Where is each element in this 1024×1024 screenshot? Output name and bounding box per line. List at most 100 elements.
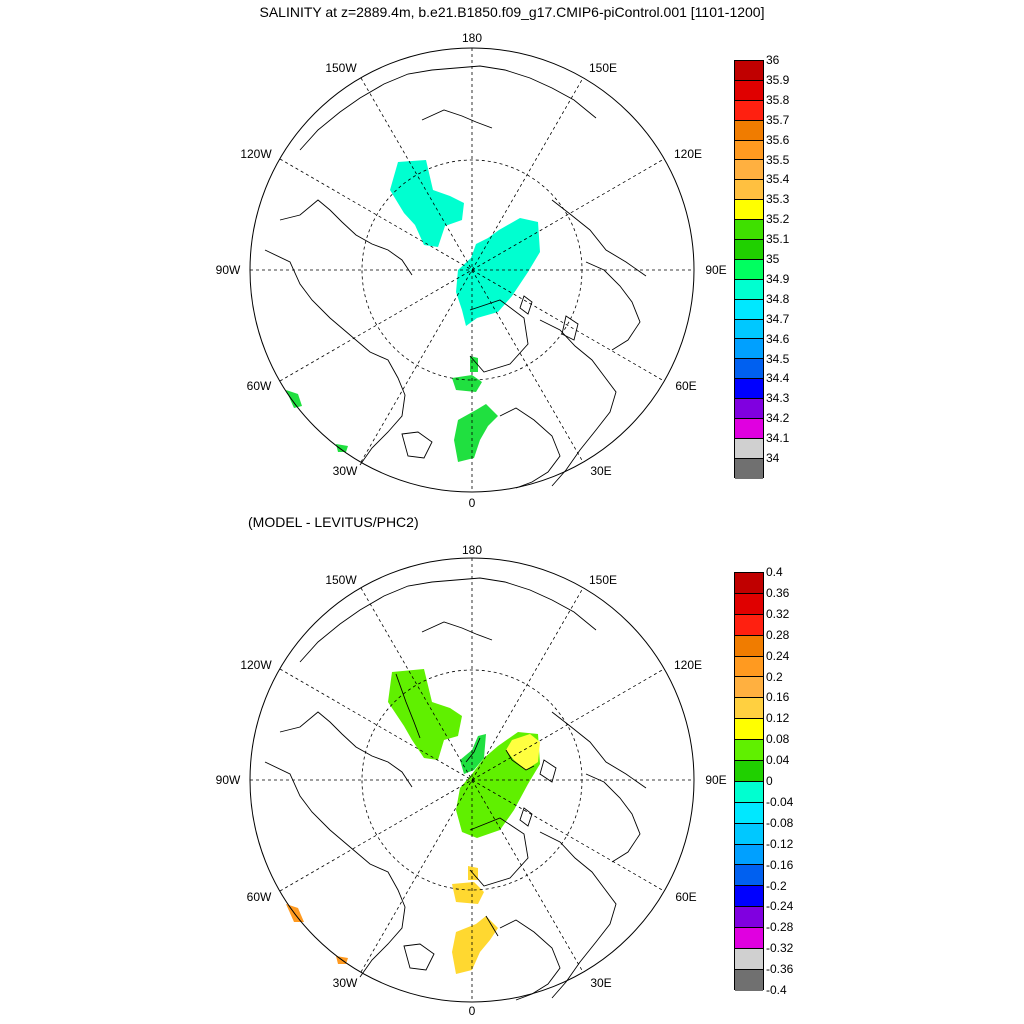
colorbar-swatch — [735, 259, 763, 280]
lon-label-120e: 120E — [674, 147, 702, 161]
colorbar-swatch — [735, 969, 763, 991]
lon-label-60w: 60W — [247, 890, 272, 904]
graticule — [250, 48, 694, 492]
colorbar-swatch — [735, 319, 763, 340]
colorbar-label: 34.9 — [766, 271, 790, 286]
salinity-polar-map: 180 150W 150E 120W 120E 90W 90E 60W 60E … — [216, 31, 727, 510]
longitude-labels: 180 150W 150E 120W 120E 90W 90E 60W 60E … — [216, 543, 727, 1018]
colorbar-label: 0.2 — [766, 669, 783, 684]
lon-label-120w: 120W — [240, 658, 272, 672]
salinity-colorbar-labels: 36 35.9 35.8 35.7 35.6 35.5 35.4 35.3 35.2 35.1 35… — [766, 53, 826, 478]
colorbar-swatch — [735, 949, 763, 970]
lon-label-30w: 30W — [333, 976, 358, 990]
colorbar-swatch — [735, 80, 763, 101]
salinity-region-atlantic-edge — [336, 444, 348, 452]
colorbar-label: 35.3 — [766, 192, 790, 207]
colorbar-label: 34.3 — [766, 391, 790, 406]
salinity-region-canada-basin — [390, 160, 464, 247]
colorbar-label: 35.4 — [766, 172, 790, 187]
difference-region-nordic-seas — [452, 882, 484, 904]
lon-label-60e: 60E — [675, 379, 696, 393]
difference-region-positive-anomaly — [506, 734, 540, 770]
colorbar-swatch — [735, 698, 763, 720]
colorbar-swatch — [735, 886, 763, 908]
colorbar-swatch — [735, 100, 763, 121]
colorbar-swatch — [735, 180, 763, 201]
colorbar-label: -0.36 — [766, 962, 794, 977]
plot-title: SALINITY at z=2889.4m, b.e21.B1850.f09_g… — [259, 4, 765, 20]
colorbar-swatch — [735, 802, 763, 824]
colorbar-label: 35.5 — [766, 152, 790, 167]
map-boundary — [249, 557, 695, 1003]
colorbar-label: 0.4 — [766, 565, 783, 579]
difference-plot-title: (MODEL - LEVITUS/PHC2) — [248, 514, 419, 530]
colorbar-swatch — [735, 458, 763, 479]
colorbar-swatch — [735, 677, 763, 699]
lon-label-0: 0 — [469, 496, 476, 510]
colorbar-swatch — [735, 635, 763, 657]
colorbar-swatch — [735, 379, 763, 400]
lon-label-30e: 30E — [590, 464, 611, 478]
lon-label-30e: 30E — [590, 976, 611, 990]
colorbar-swatch — [735, 781, 763, 803]
colorbar-label: 35 — [766, 252, 780, 267]
colorbar-swatch — [735, 438, 763, 459]
lon-label-150e: 150E — [589, 573, 617, 587]
colorbar-swatch — [735, 823, 763, 845]
colorbar-swatch — [735, 160, 763, 181]
graticule — [250, 558, 694, 1002]
lon-label-60w: 60W — [247, 379, 272, 393]
map-field — [286, 669, 540, 974]
colorbar-swatch — [735, 740, 763, 762]
colorbar-swatch — [735, 761, 763, 782]
colorbar-swatch — [735, 907, 763, 929]
lon-label-60e: 60E — [675, 890, 696, 904]
colorbar-swatch — [735, 593, 763, 615]
colorbar-label: 34.6 — [766, 331, 790, 346]
colorbar-swatch — [735, 928, 763, 950]
colorbar-swatch — [735, 865, 763, 887]
colorbar-label: -0.08 — [766, 815, 794, 830]
lon-label-150w: 150W — [325, 573, 357, 587]
coastlines — [264, 577, 647, 1001]
lon-label-120w: 120W — [240, 147, 272, 161]
difference-region-canada-basin — [388, 669, 462, 760]
colorbar-label: -0.16 — [766, 857, 794, 872]
colorbar-swatch — [735, 279, 763, 300]
colorbar-swatch — [735, 399, 763, 420]
colorbar-label: 0.32 — [766, 606, 790, 621]
difference-region-north-atlantic — [452, 916, 498, 974]
colorbar-label: 34.2 — [766, 411, 790, 426]
salinity-region-north-atlantic — [454, 404, 498, 462]
colorbar-label: -0.28 — [766, 920, 794, 935]
lon-label-180: 180 — [462, 31, 482, 45]
colorbar-swatch — [735, 573, 763, 594]
lon-label-90e: 90E — [705, 773, 726, 787]
colorbar-label: 34 — [766, 451, 780, 466]
colorbar-label: 34.4 — [766, 371, 790, 386]
difference-polar-map: 180 150W 150E 120W 120E 90W 90E 60W 60E … — [216, 543, 727, 1018]
colorbar-swatch — [735, 614, 763, 636]
colorbar-swatch — [735, 719, 763, 741]
lon-label-150w: 150W — [325, 61, 357, 75]
colorbar-label: 0 — [766, 774, 773, 788]
colorbar-label: -0.12 — [766, 836, 794, 851]
colorbar-swatch — [735, 299, 763, 320]
colorbar-label: 34.8 — [766, 291, 790, 306]
zero-contours — [395, 673, 535, 937]
colorbar-label: 34.5 — [766, 351, 790, 366]
colorbar-label: 0.04 — [766, 753, 790, 768]
map-boundary — [249, 47, 695, 493]
difference-colorbar-labels: 0.4 0.36 0.32 0.28 0.24 0.2 0.16 0.12 0.08 0.04 0 -… — [766, 565, 826, 997]
colorbar-label: -0.04 — [766, 794, 794, 809]
colorbar-swatch — [735, 656, 763, 678]
colorbar-label: -0.24 — [766, 899, 794, 914]
difference-region-lomonosov — [460, 734, 486, 774]
colorbar-label: -0.2 — [766, 878, 787, 893]
lon-label-150e: 150E — [589, 61, 617, 75]
colorbar-swatch — [735, 419, 763, 439]
colorbar-label: 0.36 — [766, 585, 790, 600]
lon-label-120e: 120E — [674, 658, 702, 672]
map-field — [286, 160, 540, 462]
colorbar-label: 35.8 — [766, 92, 790, 107]
